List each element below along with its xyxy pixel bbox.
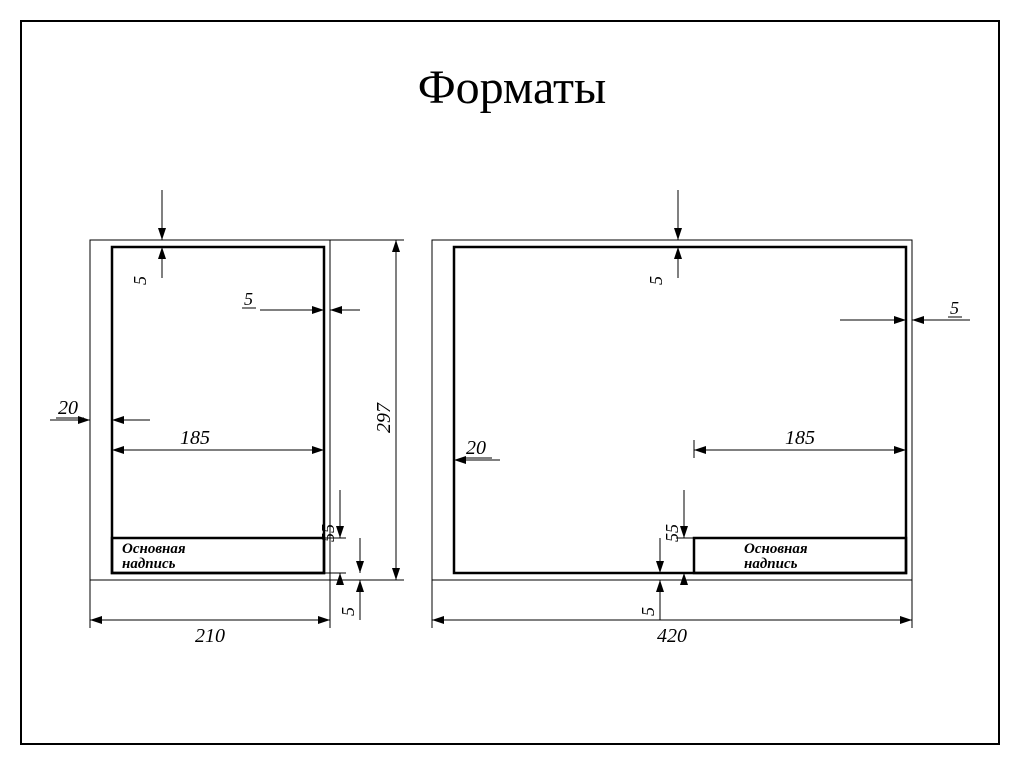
a4-outer-border	[90, 240, 330, 580]
a4-dim-inner-width: 185	[180, 427, 210, 449]
a4-dim-top-margin: 5	[130, 276, 150, 285]
a3-dim-tb-height: 55	[662, 524, 682, 542]
a4-dim-sheet-width: 210	[195, 625, 225, 647]
dim-sheet-height: 297	[373, 402, 395, 433]
a3-dim-left-margin: 20	[466, 437, 486, 459]
a4-dim-tb-height: 55	[318, 524, 338, 542]
technical-drawing: Основная надпись 5 5 20 185 55 5 210	[20, 20, 1000, 745]
a3-title-block-label-2: надпись	[744, 556, 798, 572]
a3-dim-right-margin: 5	[950, 298, 959, 318]
a4-title-block-label-2: надпись	[122, 556, 176, 572]
a4-title-block-label-1: Основная	[122, 541, 186, 557]
a3-dim-top-margin: 5	[646, 276, 666, 285]
a4-dim-right-margin: 5	[244, 289, 253, 309]
a3-dim-tb-width: 185	[785, 427, 815, 449]
a4-dim-bottom-margin: 5	[338, 607, 358, 616]
a4-dim-left-margin: 20	[58, 397, 78, 419]
a3-dim-bottom-margin: 5	[638, 607, 658, 616]
a4-inner-frame	[112, 247, 324, 573]
a3-title-block-label-1: Основная	[744, 541, 808, 557]
a3-dim-sheet-width: 420	[657, 625, 687, 647]
